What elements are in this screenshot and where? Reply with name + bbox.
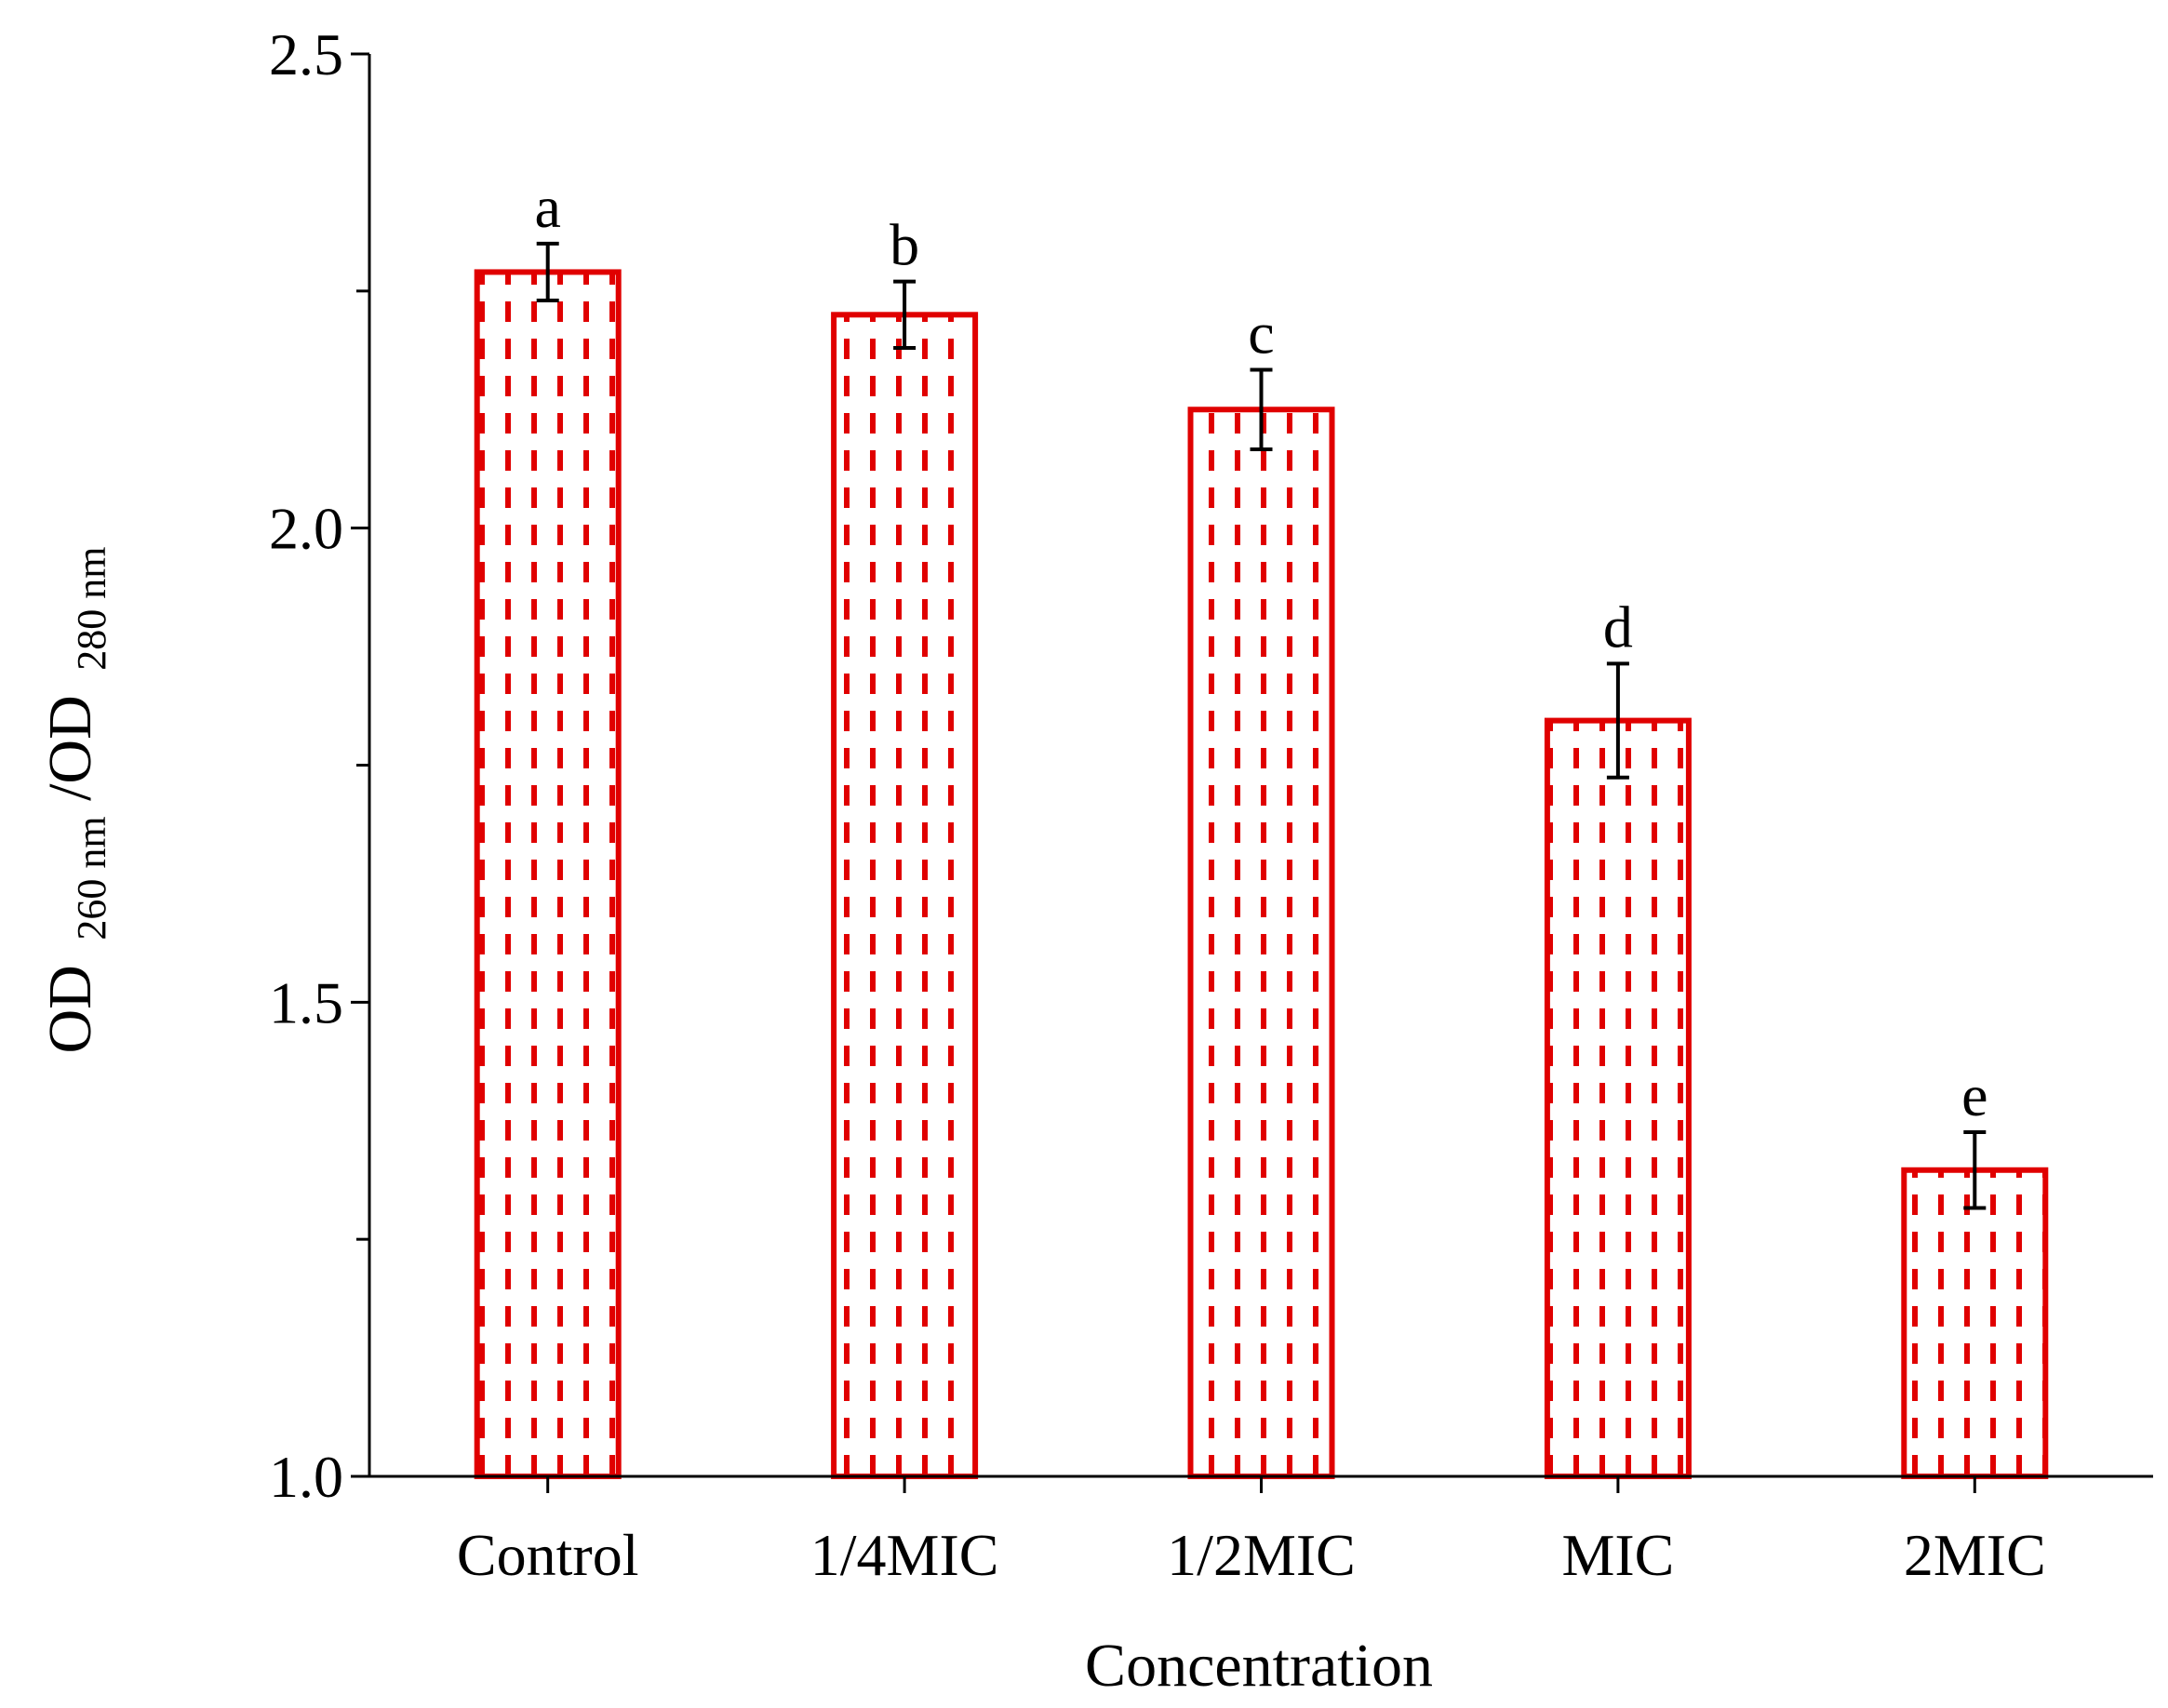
- bar-1-4mic: [831, 312, 979, 1480]
- y-tick-label: 2.5: [269, 21, 343, 87]
- y-axis-title-sub2: 280 nm: [69, 547, 114, 671]
- x-tick-label: Control: [457, 1522, 639, 1588]
- significance-label: e: [1961, 1062, 1987, 1128]
- x-tick-label: 1/4MIC: [810, 1522, 999, 1588]
- significance-label: a: [534, 174, 560, 240]
- significance-label: b: [890, 212, 919, 278]
- x-tick-label: 1/2MIC: [1167, 1522, 1356, 1588]
- y-axis-title-middle: /OD: [36, 695, 104, 801]
- y-axis-title-sub1: 260 nm: [69, 816, 114, 940]
- significance-label: d: [1603, 594, 1633, 660]
- x-tick-label: MIC: [1561, 1522, 1674, 1588]
- y-tick-label: 1.0: [269, 1444, 343, 1510]
- significance-label: c: [1248, 300, 1274, 366]
- error-bar-2: [1250, 367, 1273, 452]
- error-bar-3: [1606, 661, 1629, 780]
- x-axis-title: Concentration: [1085, 1632, 1433, 1700]
- bar-1-2mic: [1187, 407, 1335, 1479]
- significance-labels-layer: a b c d e: [534, 174, 1987, 1128]
- y-tick-label: 1.5: [269, 969, 343, 1035]
- axis-labels-layer: Concentration OD 260 nm /OD 280 nm: [36, 547, 1433, 1700]
- y-axis-title: OD 260 nm /OD 280 nm: [36, 547, 119, 1054]
- bar-2mic: [1901, 1167, 2049, 1480]
- error-bars-layer: [536, 241, 1987, 1210]
- error-bar-4: [1963, 1129, 1987, 1210]
- bars-layer: [474, 269, 2049, 1480]
- error-bar-0: [536, 241, 559, 303]
- y-axis-title-prefix: OD: [36, 965, 104, 1053]
- axes-layer: Control 1/4MIC 1/2MIC MIC 2MIC 1.0 1.5 2.0 2.5: [269, 21, 2153, 1588]
- y-tick-label: 2.0: [269, 496, 343, 562]
- bar-mic: [1544, 717, 1692, 1479]
- error-bar-1: [893, 279, 917, 350]
- bar-control: [474, 269, 622, 1479]
- x-tick-label: 2MIC: [1904, 1522, 2046, 1588]
